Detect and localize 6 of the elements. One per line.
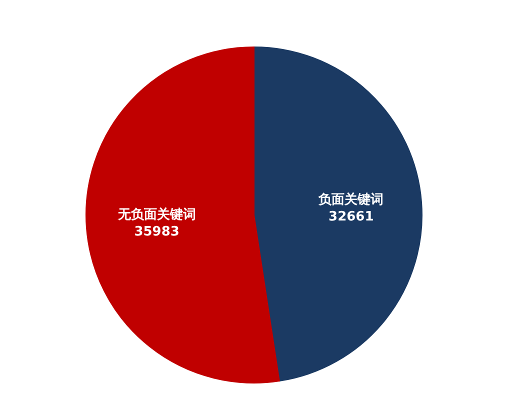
slice-label: 负面关键词 bbox=[318, 192, 384, 208]
data-label: 35983 bbox=[134, 224, 180, 240]
pie-slice bbox=[254, 46, 422, 382]
slice-label: 无负面关键词 bbox=[116, 206, 196, 222]
data-label: 32661 bbox=[328, 210, 374, 225]
pie-slice bbox=[86, 46, 280, 384]
